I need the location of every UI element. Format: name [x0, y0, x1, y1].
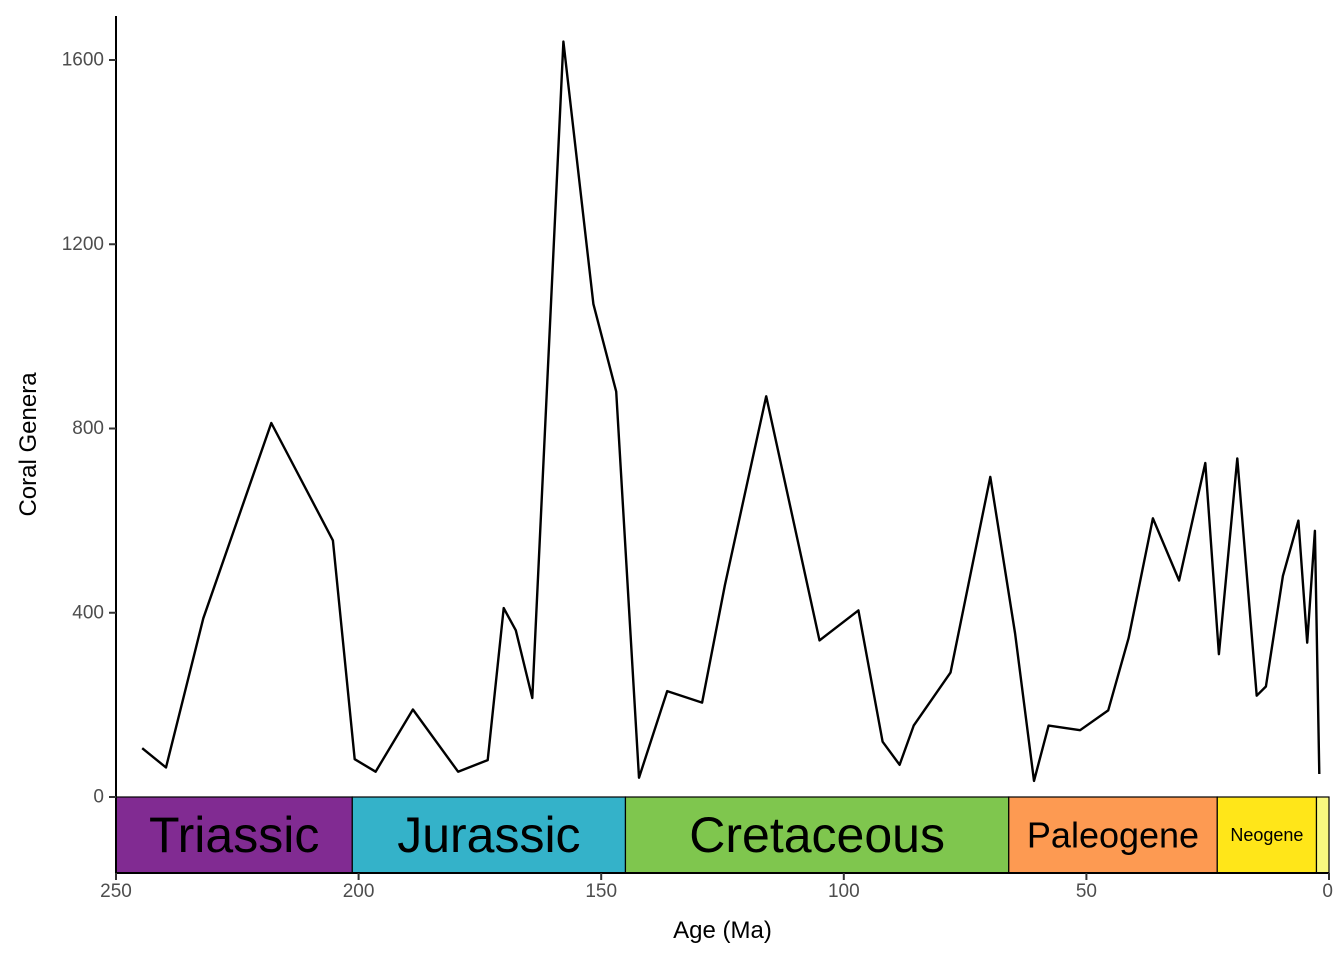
period-label-jurassic: Jurassic: [397, 807, 580, 863]
period-label-neogene: Neogene: [1230, 825, 1303, 845]
y-tick-label: 1200: [62, 234, 104, 255]
period-block-quaternary: [1315, 796, 1330, 874]
x-tick-label: 200: [343, 881, 375, 902]
y-tick-label: 400: [72, 602, 104, 623]
x-axis-title: Age (Ma): [673, 917, 772, 944]
period-block-paleogene: [1008, 796, 1218, 874]
period-block-triassic: [115, 796, 353, 874]
x-tick-label: 100: [828, 881, 860, 902]
x-tick-label: 150: [585, 881, 617, 902]
period-label-paleogene: Paleogene: [1027, 815, 1199, 856]
y-axis: 0 400 800 1200 1600: [62, 16, 117, 873]
y-axis-title: Coral Genera: [15, 372, 42, 517]
plot-area: [141, 40, 1321, 783]
x-tick-label: 250: [100, 881, 132, 902]
y-tick-label: 1600: [62, 50, 104, 71]
x-axis: 250 200 150 100 50 0: [100, 872, 1333, 902]
geologic-period-bar: Triassic Jurassic Cretaceous Paleogene Neoge…: [115, 796, 1330, 874]
y-tick-label: 0: [93, 787, 104, 808]
y-tick-label: 800: [72, 418, 104, 439]
x-tick-label: 0: [1322, 881, 1333, 902]
x-tick-label: 50: [1076, 881, 1097, 902]
period-label-triassic: Triassic: [149, 807, 319, 863]
period-block-jurassic: [351, 796, 627, 874]
series-line: [141, 40, 1321, 783]
period-label-cretaceous: Cretaceous: [689, 807, 945, 863]
period-block-cretaceous: [624, 796, 1010, 874]
